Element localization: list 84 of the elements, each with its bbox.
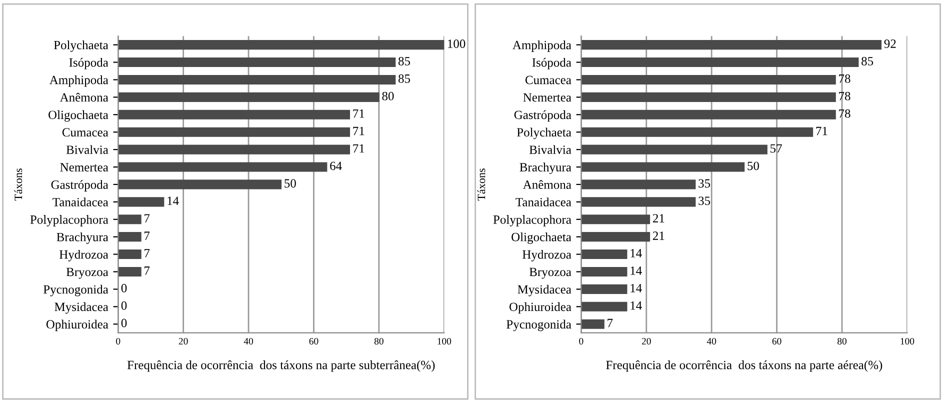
data-label: 14: [168, 196, 179, 205]
y-tick-label: Isópoda: [532, 58, 572, 70]
data-label: 14: [630, 249, 642, 258]
x-axis-title: Frequência de ocorrência dos táxons na parte subterrânea(%): [127, 360, 435, 372]
y-tick-label: Polyplacophora: [30, 215, 108, 226]
data-label: 64: [330, 162, 342, 170]
x-tick-label: 20: [642, 338, 651, 345]
y-tick-label: Anêmona: [60, 92, 108, 102]
y-tick-label: Bivalvia: [66, 145, 108, 154]
y-tick-label: Amphipoda: [50, 75, 108, 87]
data-label: 80: [382, 92, 394, 100]
data-label: 100: [448, 40, 466, 48]
y-tick-label: Amphipoda: [512, 40, 572, 52]
y-tick-label: Cumacea: [525, 76, 572, 84]
x-tick-label: 20: [178, 338, 188, 345]
y-tick-label: Oligochaeta: [48, 110, 108, 122]
y-axis-title: Táxons: [477, 168, 486, 201]
x-tick-label: 60: [309, 338, 318, 345]
y-tick-label: Pycnogonida: [43, 284, 108, 296]
data-label: 7: [144, 232, 150, 240]
data-label: 71: [816, 126, 828, 136]
data-label: 0: [121, 318, 127, 328]
x-tick-label: 80: [374, 338, 384, 345]
y-tick-label: Nemertea: [60, 163, 108, 172]
y-tick-label: Anêmona: [522, 180, 572, 189]
data-label: 21: [652, 232, 664, 240]
x-tick-label: 0: [116, 338, 120, 345]
y-tick-label: Mysidacea: [518, 284, 572, 296]
data-label: 78: [839, 109, 850, 118]
y-tick-label: Mysidacea: [54, 302, 108, 314]
data-label: 78: [839, 74, 850, 83]
data-label: 50: [284, 179, 296, 188]
y-tick-label: Nemertea: [523, 93, 572, 102]
y-tick-label: Ophiuroidea: [509, 302, 572, 314]
x-tick-label: 100: [900, 338, 914, 345]
y-tick-label: Cumacea: [62, 128, 108, 137]
y-tick-label: Bivalvia: [529, 145, 572, 154]
y-tick-label: Bryozoa: [529, 268, 572, 279]
data-label: 7: [608, 318, 613, 328]
y-tick-label: Hydrozoa: [522, 250, 572, 262]
data-label: 14: [630, 266, 642, 275]
data-label: 50: [748, 162, 759, 170]
data-label: 57: [770, 144, 782, 153]
data-label: 0: [121, 301, 127, 310]
x-tick-label: 40: [244, 338, 254, 345]
y-axis-title: Táxons: [14, 168, 22, 201]
x-axis-title: Frequência de ocorrência dos táxons na parte aérea(%): [606, 360, 882, 372]
data-label: 14: [630, 301, 642, 310]
data-label: 92: [884, 40, 896, 48]
data-label: 7: [144, 214, 150, 222]
data-label: 21: [652, 214, 664, 222]
y-tick-label: Bryozoa: [66, 268, 108, 279]
data-label: 7: [144, 249, 150, 258]
data-label: 71: [353, 126, 364, 136]
data-label: 0: [121, 284, 127, 292]
x-tick-label: 60: [772, 338, 782, 345]
y-tick-label: Polychaeta: [54, 40, 108, 52]
y-tick-label: Gastrópoda: [514, 110, 572, 122]
y-tick-label: Ophiuroidea: [46, 320, 108, 332]
data-label: 35: [698, 179, 710, 188]
data-label: 78: [839, 92, 850, 100]
y-tick-label: Brachyura: [56, 232, 108, 244]
x-tick-label: 40: [706, 338, 716, 345]
y-tick-label: Tanaidacea: [52, 198, 108, 206]
y-tick-label: Polychaeta: [516, 128, 572, 140]
data-label: 7: [144, 266, 150, 275]
y-tick-label: Pycnogonida: [506, 320, 572, 332]
x-tick-label: 80: [838, 338, 846, 345]
data-label: 85: [398, 56, 410, 66]
x-tick-label: 100: [438, 338, 452, 345]
y-tick-label: Hydrozoa: [59, 250, 108, 262]
y-tick-label: Gastrópoda: [51, 180, 108, 192]
y-tick-label: Isópoda: [69, 58, 108, 70]
y-tick-label: Polyplacophora: [493, 215, 572, 226]
y-tick-label: Tanaidacea: [516, 198, 572, 206]
data-label: 85: [862, 56, 874, 66]
y-tick-label: Oligochaeta: [512, 232, 572, 244]
x-tick-label: 0: [579, 338, 584, 345]
data-label: 14: [630, 284, 642, 292]
data-label: 85: [398, 74, 410, 83]
y-tick-label: Brachyura: [520, 162, 572, 174]
data-label: 71: [353, 109, 364, 118]
data-label: 71: [353, 144, 364, 153]
data-label: 35: [698, 196, 710, 206]
